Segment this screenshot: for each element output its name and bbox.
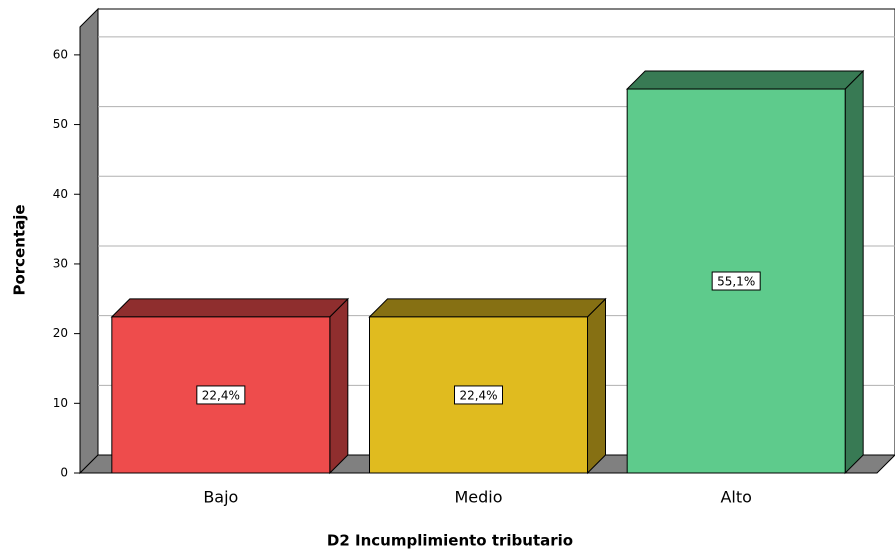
value-label: 22,4%	[459, 388, 497, 402]
y-tick-label: 60	[53, 47, 68, 61]
bar-top	[625, 70, 865, 90]
y-tick-label: 40	[53, 187, 68, 201]
x-tick-label: Alto	[720, 488, 751, 507]
value-label-box	[196, 385, 246, 405]
y-tick-label: 30	[53, 256, 68, 270]
bar-top	[110, 298, 350, 318]
y-tick-label: 0	[60, 466, 68, 480]
bar-side	[587, 297, 606, 475]
bar-top	[368, 298, 607, 318]
y-tick-label: 10	[53, 396, 68, 410]
x-tick-label: Bajo	[203, 488, 238, 507]
value-label-box	[454, 385, 503, 405]
bar-side	[329, 297, 349, 475]
y-tick-label: 50	[53, 117, 68, 131]
x-axis-title: D2 Incumplimiento tributario	[327, 532, 573, 550]
value-label: 22,4%	[202, 388, 240, 402]
bar-side	[844, 69, 864, 475]
x-tick-label: Medio	[454, 488, 502, 507]
value-label-box	[711, 271, 761, 291]
value-label: 55,1%	[717, 275, 755, 289]
left-wall	[79, 7, 99, 475]
y-tick-label: 20	[53, 326, 68, 340]
y-axis-title: Porcentaje	[11, 204, 29, 295]
